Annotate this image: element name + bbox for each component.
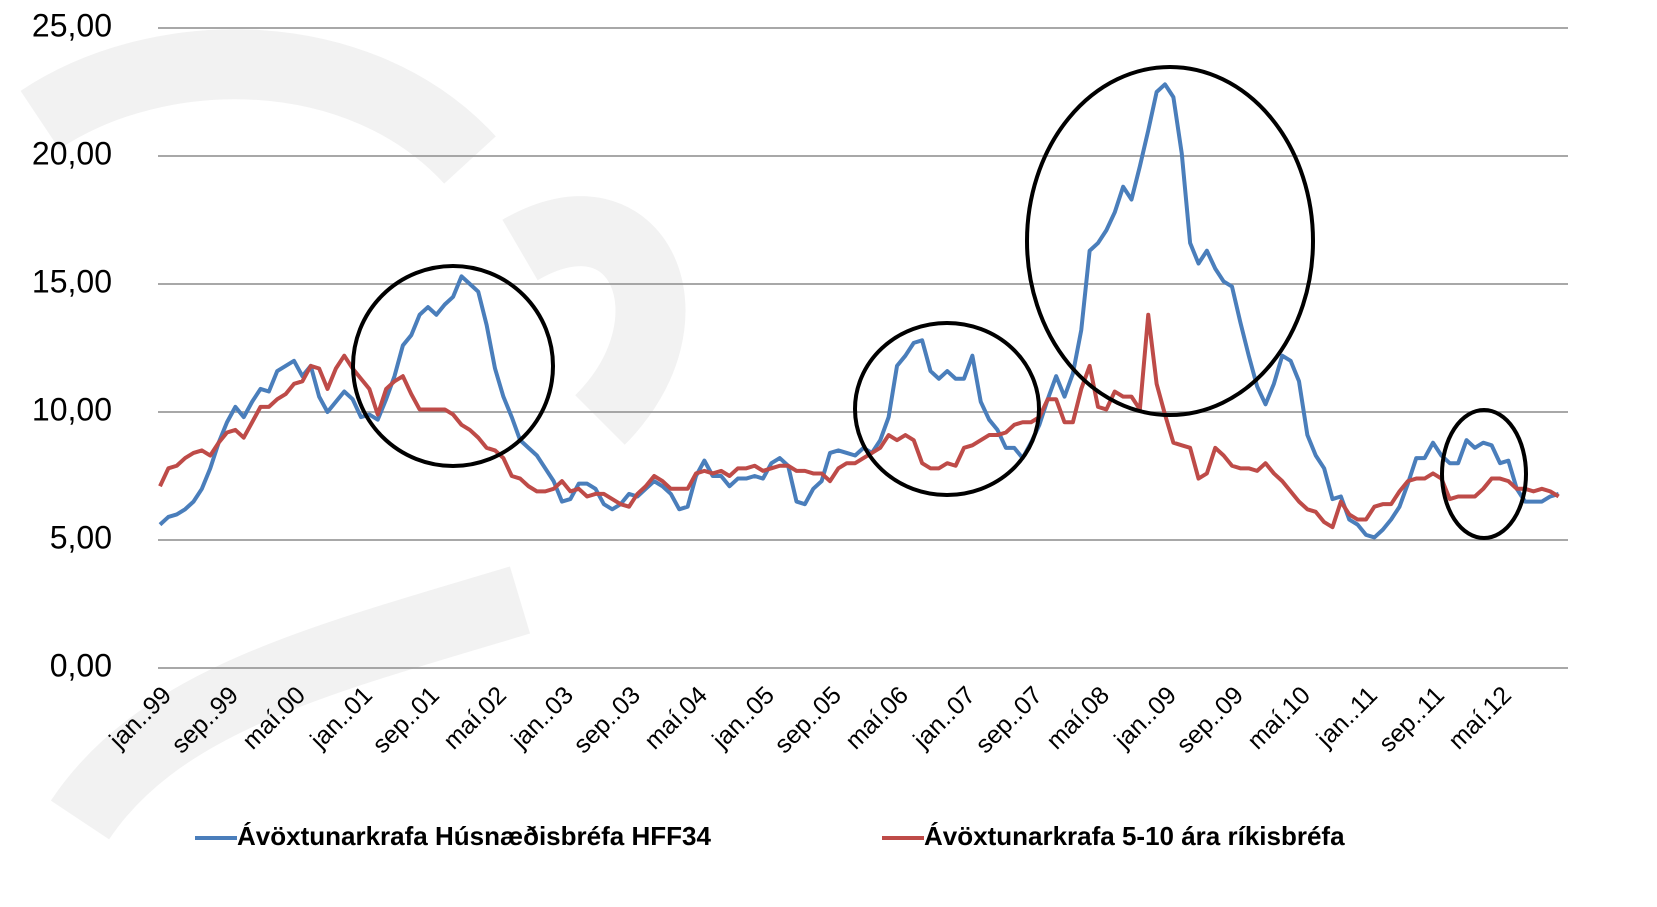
labels: 0,005,0010,0015,0020,0025,00jan..99sep..… bbox=[32, 7, 1517, 758]
y-tick-label: 20,00 bbox=[32, 135, 112, 171]
x-tick-label: sep..09 bbox=[1171, 681, 1249, 759]
legend-label: Ávöxtunarkrafa Húsnæðisbréfa HFF34 bbox=[237, 821, 711, 851]
highlight-circle bbox=[1440, 408, 1528, 540]
watermark-arc bbox=[50, 566, 531, 841]
x-tick-label: maí.06 bbox=[840, 681, 914, 755]
x-tick-label: sep..11 bbox=[1373, 681, 1449, 757]
x-tick-label: jan..09 bbox=[1108, 681, 1182, 755]
x-tick-label: sep..07 bbox=[970, 681, 1048, 759]
x-tick-label: sep..03 bbox=[568, 681, 646, 759]
x-tick-label: maí.10 bbox=[1242, 681, 1316, 755]
x-tick-label: jan..03 bbox=[505, 681, 579, 755]
highlight-circle bbox=[853, 321, 1041, 497]
x-tick-label: maí.02 bbox=[438, 681, 512, 755]
x-tick-label: sep..01 bbox=[367, 681, 445, 759]
watermark-arc bbox=[502, 196, 686, 445]
highlight-circle bbox=[1025, 65, 1315, 417]
lines bbox=[158, 82, 1560, 540]
series-line bbox=[158, 312, 1560, 530]
x-tick-label: maí.12 bbox=[1443, 681, 1517, 755]
legend-label: Ávöxtunarkrafa 5-10 ára ríkisbréfa bbox=[924, 821, 1345, 851]
y-tick-label: 10,00 bbox=[32, 391, 112, 427]
y-tick-label: 0,00 bbox=[50, 647, 112, 683]
x-tick-label: jan..07 bbox=[907, 681, 981, 755]
x-tick-label: maí.08 bbox=[1041, 681, 1115, 755]
watermark bbox=[20, 29, 686, 841]
y-tick-label: 15,00 bbox=[32, 263, 112, 299]
annotations bbox=[351, 65, 1528, 540]
highlight-circle bbox=[351, 264, 555, 468]
x-tick-label: sep..05 bbox=[769, 681, 847, 759]
x-tick-label: maí.04 bbox=[639, 681, 713, 755]
watermark-arc bbox=[20, 29, 496, 185]
y-tick-label: 5,00 bbox=[50, 519, 112, 555]
y-tick-label: 25,00 bbox=[32, 7, 112, 43]
x-tick-label: jan..11 bbox=[1311, 681, 1383, 753]
x-tick-label: jan..05 bbox=[706, 681, 780, 755]
legend: Ávöxtunarkrafa Húsnæðisbréfa HFF34 Ávöxtu… bbox=[195, 821, 1345, 851]
